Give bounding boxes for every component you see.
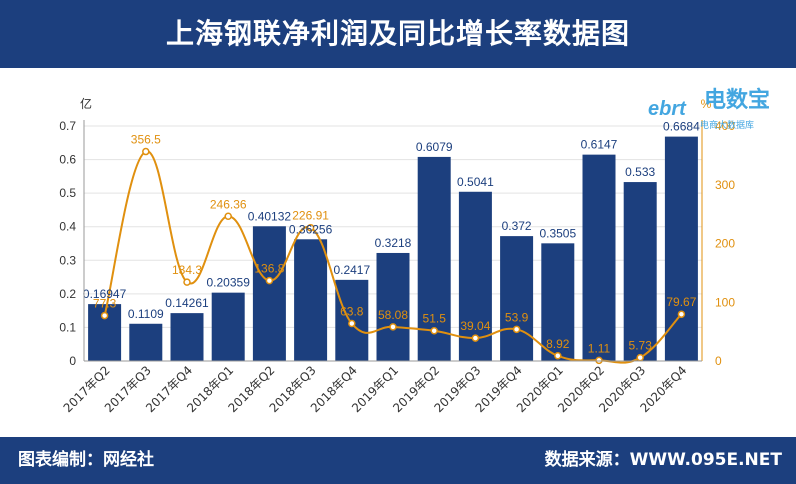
line-point: [389, 323, 397, 331]
bar-value-label: 0.3218: [375, 236, 412, 250]
line-point: [636, 353, 644, 362]
bar-value-label: 0.3505: [539, 226, 576, 240]
line-point: [265, 276, 274, 285]
bar: [582, 154, 616, 361]
bar-value-label: 0.14261: [165, 296, 209, 310]
bar: [541, 243, 575, 361]
bar-value-label: 0.5041: [457, 175, 494, 189]
bar-value-label: 0.372: [502, 219, 532, 233]
bar-value-label: 0.6684: [663, 120, 700, 134]
watermark-logo: ebrt 电数宝 电商大数据库: [630, 72, 790, 138]
line-value-label: 51.5: [423, 312, 447, 326]
bar: [129, 323, 163, 361]
bar: [252, 226, 286, 361]
bar: [417, 156, 451, 361]
bar-value-label: 0.2417: [333, 263, 370, 277]
line-value-label: 1.11: [588, 341, 611, 355]
y-left-tick-label: 0.3: [59, 253, 76, 267]
line-point: [595, 356, 603, 365]
bar: [664, 136, 698, 361]
bar-value-label: 0.6079: [416, 140, 453, 154]
line-value-label: 226.91: [292, 209, 329, 223]
line-point: [224, 212, 232, 221]
y-left-tick-label: 0.5: [59, 186, 76, 200]
bar: [623, 182, 657, 361]
footer-source: 数据来源：WWW.095E.NET: [544, 450, 782, 470]
line-point: [512, 325, 521, 334]
line-value-label: 53.9: [505, 310, 529, 324]
line-point: [554, 352, 562, 360]
y-right-tick-label: 300: [715, 178, 735, 192]
footer-compiler: 图表编制：网经社: [18, 450, 154, 470]
line-point: [142, 147, 150, 156]
bar-value-label: 0.20359: [207, 276, 251, 290]
line-point: [183, 278, 191, 286]
bar-value-label: 0.16947: [83, 287, 127, 301]
bar: [376, 252, 410, 361]
bar: [458, 191, 492, 361]
watermark-tagline: 电商大数据库: [700, 121, 755, 131]
y-left-tick-label: 0: [69, 354, 76, 368]
line-value-label: 58.08: [378, 308, 408, 322]
bar: [170, 313, 204, 361]
bar-value-label: 0.36256: [289, 222, 333, 236]
y-left-unit: 亿: [80, 96, 92, 111]
line-point: [306, 223, 315, 232]
watermark-brand: 电数宝: [704, 88, 771, 113]
line-series: [100, 147, 686, 365]
y-right-tick-label: 400: [715, 119, 735, 133]
bar-series: [88, 136, 698, 361]
y-left-tick-label: 0.1: [59, 320, 76, 334]
bar: [211, 292, 245, 361]
line-value-label: 39.04: [460, 319, 490, 333]
chart-title: 上海钢联净利润及同比增长率数据图: [165, 17, 630, 50]
bar: [294, 239, 328, 361]
line-value-label: 136.8: [254, 262, 284, 276]
footer-banner: 图表编制：网经社 数据来源：WWW.095E.NET: [0, 437, 796, 484]
line-value-label: 134.3: [172, 263, 202, 277]
line-point: [677, 310, 686, 318]
line-value-label: 79.67: [666, 295, 696, 309]
line-value-label: 63.8: [340, 305, 364, 319]
y-left-tick-label: 0.7: [59, 119, 76, 133]
y-left-tick-label: 0.4: [59, 220, 76, 234]
bar: [500, 236, 534, 361]
y-right-tick-label: 100: [715, 295, 735, 309]
line-point: [471, 334, 480, 342]
line-value-label: 8.92: [546, 337, 570, 351]
bar-value-label: 0.1109: [128, 307, 164, 321]
bar-value-label: 0.40132: [248, 209, 292, 223]
y-right-tick-label: 200: [715, 237, 735, 251]
bar-value-label: 0.533: [625, 165, 655, 179]
line-point: [348, 319, 356, 328]
header-banner: 上海钢联净利润及同比增长率数据图: [0, 0, 796, 68]
line-value-label: 356.5: [131, 133, 161, 147]
y-right-unit: %: [701, 97, 712, 111]
line-point: [430, 326, 438, 335]
line-value-label: 77.3: [93, 297, 117, 311]
bar-value-label: 0.6147: [581, 138, 618, 152]
line-value-label: 246.36: [210, 197, 247, 211]
y-left-tick-label: 0.2: [59, 287, 76, 301]
line-value-label: 5.73: [629, 339, 653, 353]
y-right-tick-label: 0: [715, 354, 722, 368]
watermark-mark: ebrt: [648, 98, 686, 120]
line-point: [100, 311, 109, 320]
y-left-tick-label: 0.6: [59, 153, 76, 167]
